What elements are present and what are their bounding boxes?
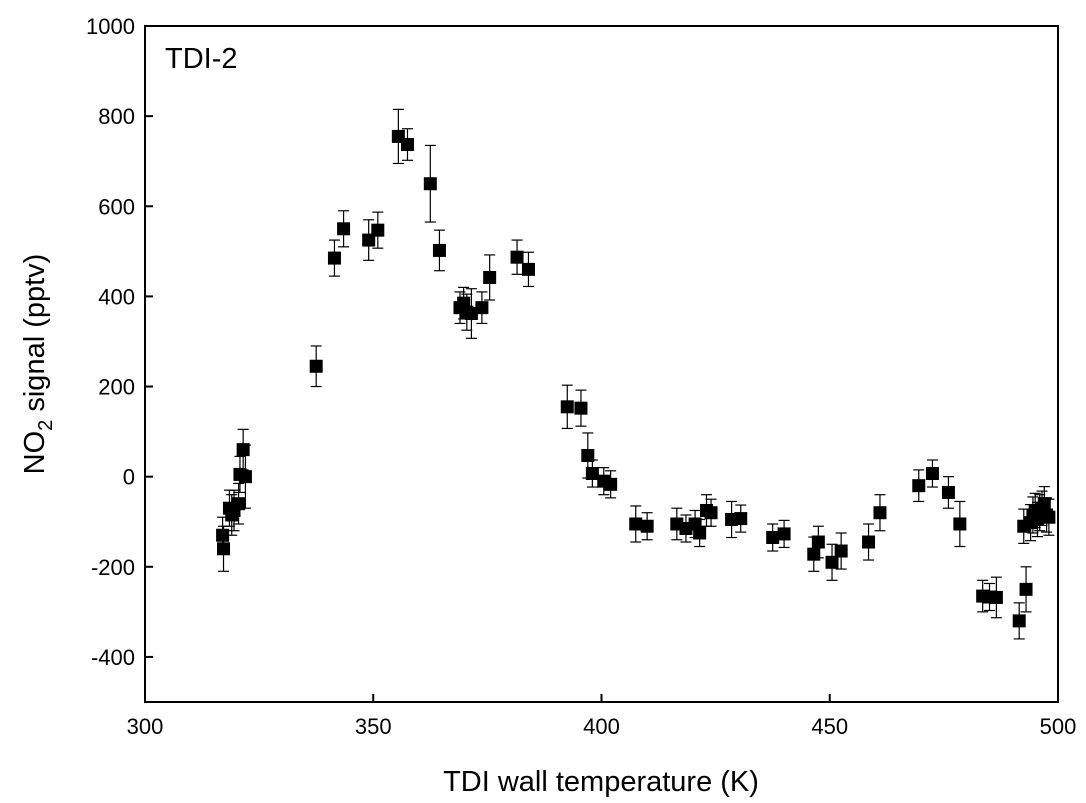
y-axis-title-subscript: 2 [35,420,57,431]
data-point [475,301,489,315]
data-point [371,223,385,237]
x-axis-title: TDI wall temperature (K) [443,766,759,798]
y-tick-label: 0 [123,465,135,490]
data-point [1037,497,1051,511]
data-point [1012,614,1026,628]
data-point [640,519,654,533]
x-tick-label: 500 [1040,714,1077,739]
y-tick-label: 400 [98,284,135,309]
x-tick-label: 300 [127,714,164,739]
plot-frame [144,25,1059,703]
data-point [941,485,955,499]
data-point [704,506,718,520]
data-point [925,467,939,481]
data-point [585,467,599,481]
y-tick-label: 1000 [86,14,135,39]
x-tick-label: 350 [355,714,392,739]
y-tick-label: 600 [98,194,135,219]
y-axis-title: NO2 signal (pptv) [19,254,57,475]
data-markers [216,129,1056,628]
data-point [232,497,246,511]
data-point [510,250,524,264]
data-point [216,528,230,542]
data-point [560,400,574,414]
y-axis-ticks: -400 -200 0 200 400 600 800 1000 [86,14,153,670]
error-bars [217,108,1055,640]
data-point [217,542,231,556]
y-tick-label: 800 [98,104,135,129]
y-tick-label: 200 [98,375,135,400]
data-point [629,517,643,531]
data-point [327,251,341,265]
x-tick-label: 400 [583,714,620,739]
x-tick-label: 450 [811,714,848,739]
plot-area [216,108,1056,640]
panel-label: TDI-2 [165,43,238,75]
data-point [953,517,967,531]
data-point [807,547,821,561]
data-point [521,262,535,276]
y-axis-title-rest: signal (pptv) [19,254,51,420]
y-axis-title-main: NO [19,431,51,475]
data-point [777,527,791,541]
data-point [309,359,323,373]
data-point [1019,582,1033,596]
y-tick-label: -400 [91,645,135,670]
data-point [693,526,707,540]
data-point [862,535,876,549]
data-point [989,590,1003,604]
data-point [581,448,595,462]
data-point [912,479,926,493]
data-point [734,512,748,526]
data-point [432,243,446,257]
data-point [236,443,250,457]
data-point [766,531,780,545]
data-point [423,177,437,191]
data-point [834,544,848,558]
data-point [400,138,414,152]
x-axis-ticks: 300 350 400 450 500 [127,694,1077,739]
data-point [825,555,839,569]
y-tick-label: -200 [91,555,135,580]
data-point [238,470,252,484]
data-point [811,535,825,549]
data-point [873,506,887,520]
data-point [337,222,351,236]
data-point [574,401,588,415]
data-point [464,307,478,321]
data-point [362,233,376,247]
data-point [483,270,497,284]
data-point [1042,510,1056,524]
data-point [604,477,618,491]
